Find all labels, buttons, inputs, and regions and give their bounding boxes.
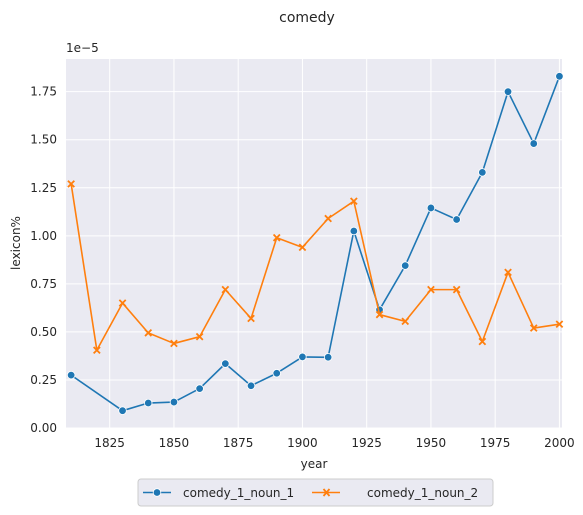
data-point	[118, 299, 127, 307]
data-point	[452, 285, 461, 294]
legend: comedy_1_noun_1 comedy_1_noun_2	[137, 478, 494, 507]
data-point	[555, 320, 564, 329]
data-point	[349, 197, 358, 206]
series-layer	[66, 72, 564, 415]
x-tick-label: 1925	[351, 436, 382, 450]
legend-label-series-1: comedy_1_noun_1	[183, 486, 294, 500]
legend-marker-series-1	[152, 488, 162, 497]
data-point	[246, 381, 256, 390]
y-tick-label: 1.75	[30, 85, 57, 99]
data-point	[272, 369, 281, 378]
data-point	[401, 317, 410, 326]
plot-area	[66, 59, 562, 428]
data-point	[478, 337, 487, 346]
y-axis: 0.00 0.25 0.50 0.75 1.00 1.25 1.50 1.75	[30, 85, 57, 435]
y-tick-label: 0.00	[30, 421, 57, 435]
x-tick-label: 1975	[480, 436, 511, 450]
y-offset-text: 1e−5	[66, 41, 99, 55]
data-point	[375, 310, 384, 319]
data-point	[323, 353, 333, 362]
series-2	[67, 180, 564, 355]
y-tick-label: 0.75	[30, 277, 57, 291]
y-tick-label: 1.00	[30, 229, 57, 243]
y-tick-label: 0.50	[30, 325, 57, 339]
legend-marker-series-2	[322, 488, 331, 497]
x-tick-label: 1850	[159, 436, 190, 450]
data-point	[195, 384, 204, 393]
data-point	[349, 226, 359, 236]
y-tick-label: 1.50	[30, 133, 57, 147]
data-point	[221, 285, 230, 294]
data-point	[247, 314, 255, 323]
data-point	[272, 233, 281, 242]
data-point	[503, 87, 513, 96]
data-point	[452, 215, 461, 224]
data-point	[324, 214, 332, 223]
grid-lines	[66, 59, 562, 429]
data-point	[67, 180, 75, 188]
data-point	[144, 329, 153, 337]
data-point	[170, 339, 178, 348]
data-point	[529, 139, 538, 148]
series-2-line	[70, 183, 560, 351]
data-point	[118, 406, 127, 415]
data-point	[144, 398, 153, 408]
data-point	[427, 285, 435, 294]
y-tick-label: 1.25	[30, 181, 57, 195]
data-point	[195, 332, 204, 341]
data-point	[169, 397, 179, 407]
data-point	[478, 168, 487, 177]
x-axis-label: year	[301, 457, 328, 471]
data-point	[93, 346, 101, 355]
data-point	[504, 268, 512, 277]
data-point	[298, 352, 307, 362]
data-point	[66, 370, 76, 380]
y-tick-label: 0.25	[30, 373, 57, 387]
data-point	[298, 243, 307, 252]
legend-label-series-2: comedy_1_noun_2	[367, 486, 478, 500]
data-point	[529, 324, 538, 332]
x-tick-label: 1825	[94, 436, 125, 450]
x-tick-label: 1950	[416, 436, 447, 450]
x-tick-label: 1900	[287, 436, 318, 450]
data-point	[401, 261, 410, 270]
data-point	[555, 72, 564, 81]
x-tick-label: 1875	[223, 436, 254, 450]
chart-title: comedy	[279, 10, 335, 26]
x-axis: 1825 1850 1875 1900 1925 1950 1975 2000	[94, 436, 574, 450]
data-point	[221, 359, 230, 368]
y-axis-label: lexicon%	[9, 216, 23, 270]
x-tick-label: 2000	[544, 436, 575, 450]
data-point	[426, 203, 436, 213]
